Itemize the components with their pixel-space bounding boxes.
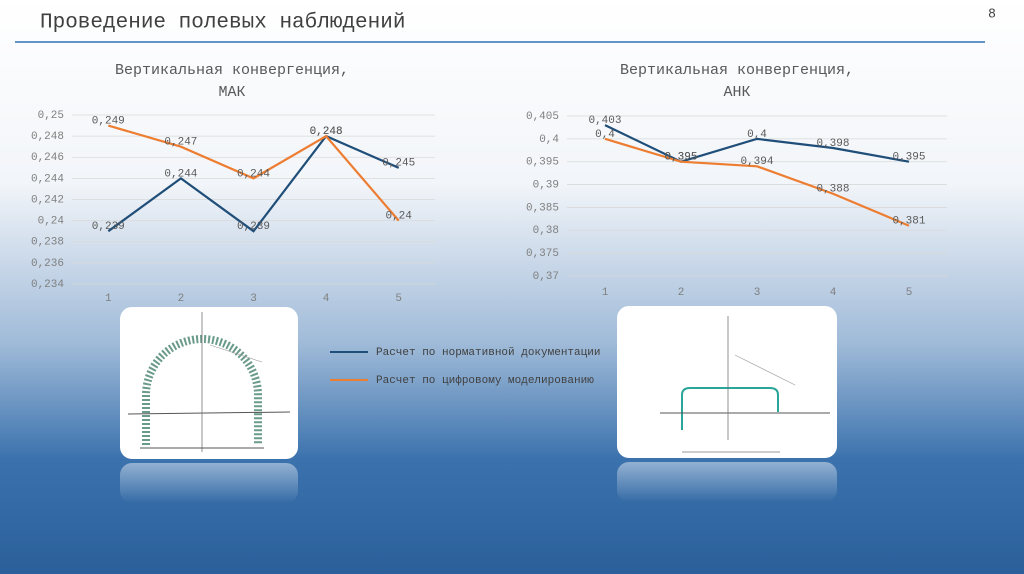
y-tick-label: 0,246 (31, 152, 64, 164)
x-tick-label: 5 (906, 287, 913, 299)
y-tick-label: 0,248 (31, 131, 64, 143)
data-label: 0,244 (164, 168, 197, 180)
y-tick-label: 0,24 (38, 216, 65, 228)
x-tick-label: 5 (395, 293, 402, 305)
data-label: 0,4 (595, 129, 615, 141)
y-tick-label: 0,4 (539, 134, 559, 146)
x-tick-label: 4 (830, 287, 837, 299)
slide-title: Проведение полевых наблюдений (40, 12, 405, 35)
y-tick-label: 0,234 (31, 279, 64, 291)
data-label: 0,245 (382, 158, 415, 170)
drawing-left (120, 307, 298, 503)
data-label: 0,247 (164, 137, 197, 149)
y-tick-label: 0,37 (533, 271, 559, 283)
data-label: 0,381 (892, 216, 925, 228)
x-tick-label: 3 (754, 287, 761, 299)
x-tick-label: 3 (250, 293, 257, 305)
y-tick-label: 0,38 (533, 225, 559, 237)
data-label: 0,24 (385, 211, 412, 223)
y-tick-label: 0,236 (31, 258, 64, 270)
legend-label: Расчет по нормативной документации (376, 347, 600, 359)
data-label: 0,239 (92, 221, 125, 233)
chart-title: Вертикальная конвергенция, АНК (620, 62, 854, 101)
data-label: 0,249 (92, 115, 125, 127)
series-line (107, 134, 400, 233)
drawing-right (617, 306, 837, 502)
legend-label: Расчет по цифровому моделированию (376, 374, 594, 387)
y-tick-label: 0,25 (38, 110, 64, 122)
y-tick-label: 0,39 (533, 179, 559, 191)
x-tick-label: 2 (678, 287, 685, 299)
x-tick-label: 1 (602, 287, 609, 299)
data-label: 0,395 (664, 152, 697, 164)
y-tick-label: 0,242 (31, 194, 64, 206)
data-label: 0,398 (816, 138, 849, 150)
chart-title: Вертикальная конвергенция, МАК (115, 62, 349, 101)
series-line (604, 124, 910, 163)
y-tick-label: 0,375 (526, 248, 559, 260)
data-label: 0,403 (588, 115, 621, 127)
y-tick-label: 0,238 (31, 237, 64, 249)
data-label: 0,248 (310, 126, 343, 138)
y-tick-label: 0,405 (526, 111, 559, 123)
y-tick-label: 0,395 (526, 157, 559, 169)
data-label: 0,388 (816, 184, 849, 196)
data-label: 0,395 (892, 152, 925, 164)
x-tick-label: 1 (105, 293, 112, 305)
y-tick-label: 0,385 (526, 202, 559, 214)
series-line (107, 124, 400, 222)
data-label: 0,244 (237, 168, 270, 180)
page-number: 8 (988, 5, 995, 20)
data-label: 0,395 (664, 152, 697, 164)
y-tick-label: 0,244 (31, 173, 64, 185)
data-label: 0,248 (310, 126, 343, 138)
data-label: 0,394 (740, 156, 773, 168)
x-tick-label: 2 (178, 293, 185, 305)
data-label: 0,239 (237, 221, 270, 233)
chart: Вертикальная конвергенция, АНК 0,37 0,375 0,… (526, 62, 947, 299)
series-line (604, 137, 910, 227)
data-label: 0,4 (747, 129, 767, 141)
x-tick-label: 4 (323, 293, 330, 305)
chart: Вертикальная конвергенция, МАК 0,234 0,236 0… (31, 62, 435, 305)
